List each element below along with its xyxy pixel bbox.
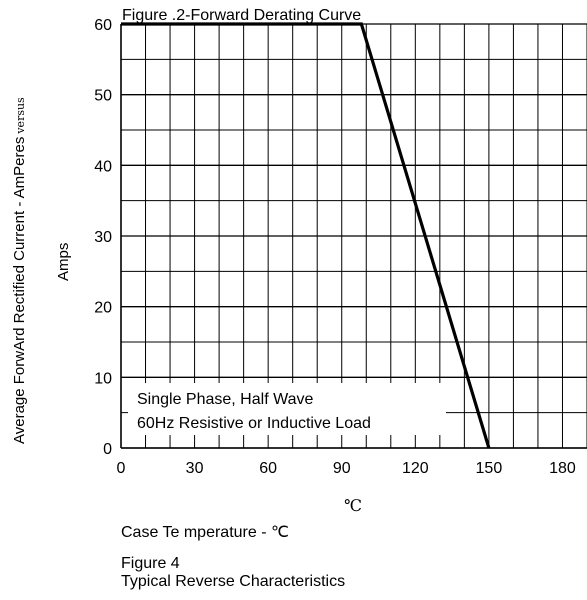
y-tick-label: 20	[94, 300, 112, 317]
x-tick-label: 90	[333, 460, 351, 477]
chart-title: Figure .2-Forward Derating Curve	[122, 7, 361, 24]
x-tick-label: 60	[259, 460, 277, 477]
x-axis-label: Case Te mperature - ℃	[121, 524, 289, 541]
annotation-box	[128, 383, 446, 435]
y-tick-label: 60	[94, 17, 112, 34]
y-axis-label: Average ForwArd Rectified Current - AmPe…	[11, 97, 28, 444]
series-layer	[121, 22, 491, 449]
tick-labels: 0 30 60 90 120 150 180 0 10 20 30 40 50 60	[94, 17, 576, 477]
y-tick-label: 0	[103, 441, 112, 458]
y-tick-label: 50	[94, 88, 112, 105]
y-tick-label: 30	[94, 229, 112, 246]
figure-4-label: Figure 4	[121, 555, 180, 572]
x-tick-label: 150	[476, 460, 503, 477]
annotation-line-2: 60Hz Resistive or Inductive Load	[137, 415, 371, 432]
y-tick-label: 40	[94, 158, 112, 175]
y-axis-label-main: Average ForwArd Rectified Current - AmPe…	[11, 137, 28, 444]
x-unit-mark: ℃	[344, 496, 362, 515]
y-axis-label-amps: Amps	[55, 243, 72, 281]
x-tick-label: 30	[186, 460, 204, 477]
x-tick-label: 0	[117, 460, 126, 477]
annotation-line-1: Single Phase, Half Wave	[137, 391, 313, 408]
x-tick-label: 180	[549, 460, 576, 477]
figure-4-caption: Typical Reverse Characteristics	[121, 573, 346, 590]
derating-curve	[121, 22, 491, 449]
y-axis-label-versus: versus	[14, 97, 27, 135]
y-tick-label: 10	[94, 370, 112, 387]
x-tick-label: 120	[402, 460, 429, 477]
